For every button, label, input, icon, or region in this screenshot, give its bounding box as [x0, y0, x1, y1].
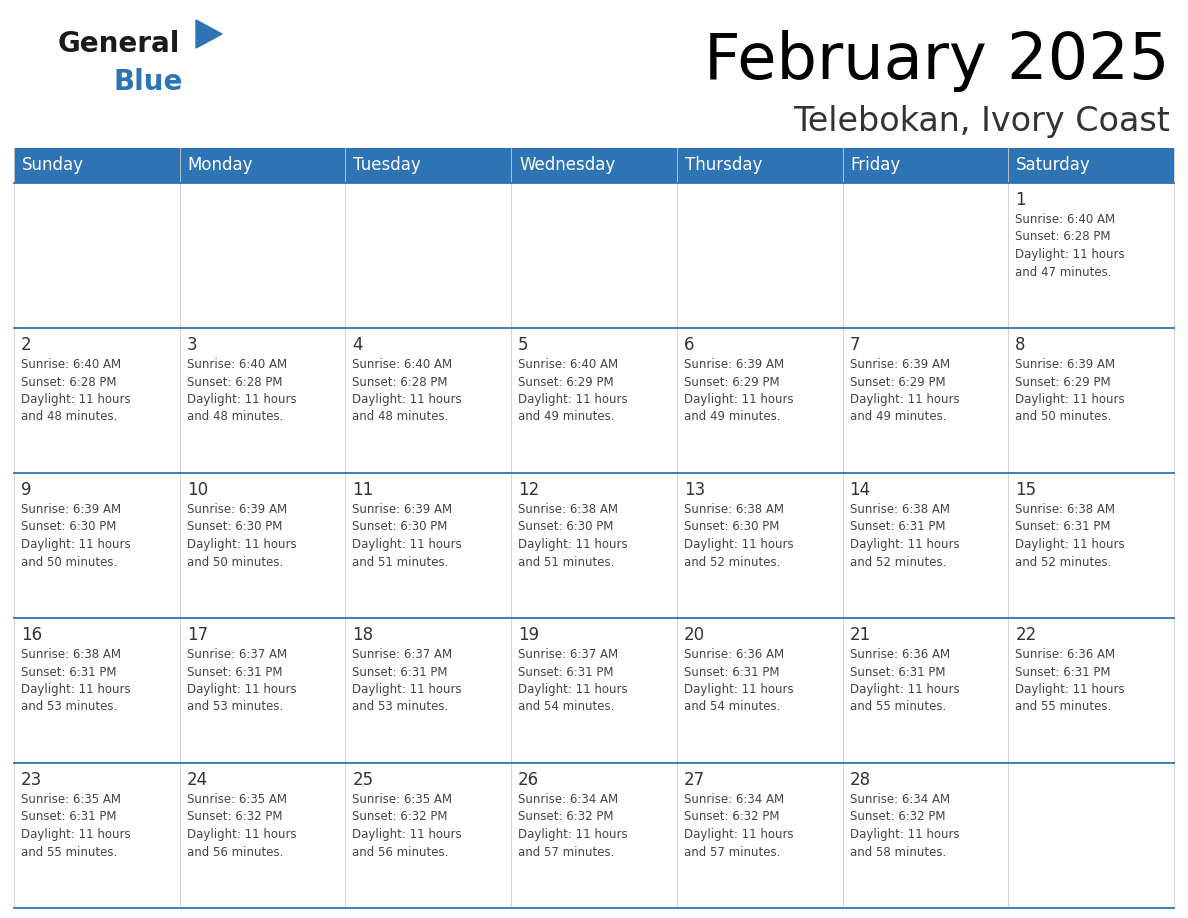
Bar	[14, 328, 1174, 473]
Text: 3: 3	[187, 336, 197, 354]
Text: 13: 13	[684, 481, 706, 499]
Text: 28: 28	[849, 771, 871, 789]
Text: Sunrise: 6:36 AM
Sunset: 6:31 PM
Daylight: 11 hours
and 55 minutes.: Sunrise: 6:36 AM Sunset: 6:31 PM Dayligh…	[1016, 648, 1125, 713]
Text: Sunrise: 6:34 AM
Sunset: 6:32 PM
Daylight: 11 hours
and 58 minutes.: Sunrise: 6:34 AM Sunset: 6:32 PM Dayligh…	[849, 793, 959, 858]
Text: Sunrise: 6:40 AM
Sunset: 6:28 PM
Daylight: 11 hours
and 48 minutes.: Sunrise: 6:40 AM Sunset: 6:28 PM Dayligh…	[21, 358, 131, 423]
Text: 11: 11	[353, 481, 374, 499]
Text: 10: 10	[187, 481, 208, 499]
Text: 4: 4	[353, 336, 362, 354]
Text: Sunrise: 6:38 AM
Sunset: 6:31 PM
Daylight: 11 hours
and 52 minutes.: Sunrise: 6:38 AM Sunset: 6:31 PM Dayligh…	[1016, 503, 1125, 568]
Text: Saturday: Saturday	[1016, 156, 1091, 174]
Text: 7: 7	[849, 336, 860, 354]
Text: Sunrise: 6:38 AM
Sunset: 6:30 PM
Daylight: 11 hours
and 52 minutes.: Sunrise: 6:38 AM Sunset: 6:30 PM Dayligh…	[684, 503, 794, 568]
Text: 5: 5	[518, 336, 529, 354]
Bar	[14, 763, 1174, 908]
Text: 26: 26	[518, 771, 539, 789]
Text: 18: 18	[353, 626, 373, 644]
Bar	[14, 148, 1174, 183]
Text: 12: 12	[518, 481, 539, 499]
Text: Sunrise: 6:35 AM
Sunset: 6:31 PM
Daylight: 11 hours
and 55 minutes.: Sunrise: 6:35 AM Sunset: 6:31 PM Dayligh…	[21, 793, 131, 858]
Text: Sunrise: 6:39 AM
Sunset: 6:29 PM
Daylight: 11 hours
and 49 minutes.: Sunrise: 6:39 AM Sunset: 6:29 PM Dayligh…	[684, 358, 794, 423]
Text: 2: 2	[21, 336, 32, 354]
Text: 1: 1	[1016, 191, 1026, 209]
Text: Thursday: Thursday	[684, 156, 763, 174]
Text: Sunrise: 6:34 AM
Sunset: 6:32 PM
Daylight: 11 hours
and 57 minutes.: Sunrise: 6:34 AM Sunset: 6:32 PM Dayligh…	[518, 793, 627, 858]
Text: Sunrise: 6:35 AM
Sunset: 6:32 PM
Daylight: 11 hours
and 56 minutes.: Sunrise: 6:35 AM Sunset: 6:32 PM Dayligh…	[187, 793, 296, 858]
Text: Telebokan, Ivory Coast: Telebokan, Ivory Coast	[794, 105, 1170, 138]
Text: 17: 17	[187, 626, 208, 644]
Text: Sunrise: 6:39 AM
Sunset: 6:29 PM
Daylight: 11 hours
and 49 minutes.: Sunrise: 6:39 AM Sunset: 6:29 PM Dayligh…	[849, 358, 959, 423]
Text: Sunrise: 6:37 AM
Sunset: 6:31 PM
Daylight: 11 hours
and 54 minutes.: Sunrise: 6:37 AM Sunset: 6:31 PM Dayligh…	[518, 648, 627, 713]
Text: Sunrise: 6:39 AM
Sunset: 6:30 PM
Daylight: 11 hours
and 51 minutes.: Sunrise: 6:39 AM Sunset: 6:30 PM Dayligh…	[353, 503, 462, 568]
Text: 21: 21	[849, 626, 871, 644]
Text: Sunrise: 6:40 AM
Sunset: 6:29 PM
Daylight: 11 hours
and 49 minutes.: Sunrise: 6:40 AM Sunset: 6:29 PM Dayligh…	[518, 358, 627, 423]
Text: Sunrise: 6:38 AM
Sunset: 6:31 PM
Daylight: 11 hours
and 53 minutes.: Sunrise: 6:38 AM Sunset: 6:31 PM Dayligh…	[21, 648, 131, 713]
Text: Sunrise: 6:39 AM
Sunset: 6:30 PM
Daylight: 11 hours
and 50 minutes.: Sunrise: 6:39 AM Sunset: 6:30 PM Dayligh…	[21, 503, 131, 568]
Text: Sunrise: 6:37 AM
Sunset: 6:31 PM
Daylight: 11 hours
and 53 minutes.: Sunrise: 6:37 AM Sunset: 6:31 PM Dayligh…	[353, 648, 462, 713]
Text: Sunrise: 6:39 AM
Sunset: 6:30 PM
Daylight: 11 hours
and 50 minutes.: Sunrise: 6:39 AM Sunset: 6:30 PM Dayligh…	[187, 503, 296, 568]
Text: 23: 23	[21, 771, 43, 789]
Text: Sunrise: 6:37 AM
Sunset: 6:31 PM
Daylight: 11 hours
and 53 minutes.: Sunrise: 6:37 AM Sunset: 6:31 PM Dayligh…	[187, 648, 296, 713]
Text: Sunday: Sunday	[23, 156, 84, 174]
Text: Sunrise: 6:40 AM
Sunset: 6:28 PM
Daylight: 11 hours
and 47 minutes.: Sunrise: 6:40 AM Sunset: 6:28 PM Dayligh…	[1016, 213, 1125, 278]
Bar	[14, 618, 1174, 763]
Text: Monday: Monday	[188, 156, 253, 174]
Text: Friday: Friday	[851, 156, 901, 174]
Text: General: General	[58, 30, 181, 58]
Text: Sunrise: 6:35 AM
Sunset: 6:32 PM
Daylight: 11 hours
and 56 minutes.: Sunrise: 6:35 AM Sunset: 6:32 PM Dayligh…	[353, 793, 462, 858]
Text: 14: 14	[849, 481, 871, 499]
Text: 24: 24	[187, 771, 208, 789]
Text: 8: 8	[1016, 336, 1025, 354]
Text: Tuesday: Tuesday	[353, 156, 422, 174]
Text: 20: 20	[684, 626, 704, 644]
Text: Sunrise: 6:39 AM
Sunset: 6:29 PM
Daylight: 11 hours
and 50 minutes.: Sunrise: 6:39 AM Sunset: 6:29 PM Dayligh…	[1016, 358, 1125, 423]
Text: 27: 27	[684, 771, 704, 789]
Text: Sunrise: 6:36 AM
Sunset: 6:31 PM
Daylight: 11 hours
and 55 minutes.: Sunrise: 6:36 AM Sunset: 6:31 PM Dayligh…	[849, 648, 959, 713]
Text: Sunrise: 6:38 AM
Sunset: 6:31 PM
Daylight: 11 hours
and 52 minutes.: Sunrise: 6:38 AM Sunset: 6:31 PM Dayligh…	[849, 503, 959, 568]
Text: Wednesday: Wednesday	[519, 156, 615, 174]
Text: 16: 16	[21, 626, 42, 644]
Text: 25: 25	[353, 771, 373, 789]
Text: 9: 9	[21, 481, 32, 499]
Text: 6: 6	[684, 336, 694, 354]
Text: Sunrise: 6:40 AM
Sunset: 6:28 PM
Daylight: 11 hours
and 48 minutes.: Sunrise: 6:40 AM Sunset: 6:28 PM Dayligh…	[187, 358, 296, 423]
Text: 22: 22	[1016, 626, 1037, 644]
Polygon shape	[196, 20, 222, 48]
Text: Sunrise: 6:38 AM
Sunset: 6:30 PM
Daylight: 11 hours
and 51 minutes.: Sunrise: 6:38 AM Sunset: 6:30 PM Dayligh…	[518, 503, 627, 568]
Text: Sunrise: 6:36 AM
Sunset: 6:31 PM
Daylight: 11 hours
and 54 minutes.: Sunrise: 6:36 AM Sunset: 6:31 PM Dayligh…	[684, 648, 794, 713]
Bar	[14, 183, 1174, 328]
Bar	[14, 473, 1174, 618]
Text: Blue: Blue	[113, 68, 183, 96]
Text: Sunrise: 6:40 AM
Sunset: 6:28 PM
Daylight: 11 hours
and 48 minutes.: Sunrise: 6:40 AM Sunset: 6:28 PM Dayligh…	[353, 358, 462, 423]
Text: 19: 19	[518, 626, 539, 644]
Text: 15: 15	[1016, 481, 1036, 499]
Text: February 2025: February 2025	[704, 30, 1170, 92]
Text: Sunrise: 6:34 AM
Sunset: 6:32 PM
Daylight: 11 hours
and 57 minutes.: Sunrise: 6:34 AM Sunset: 6:32 PM Dayligh…	[684, 793, 794, 858]
